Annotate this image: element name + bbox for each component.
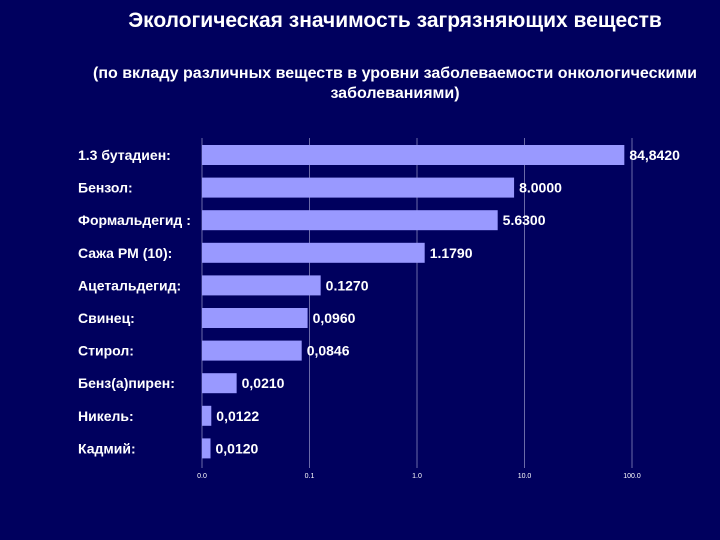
value-label: 0,0122 [216, 408, 259, 424]
x-tick-label: 1.0 [412, 473, 422, 480]
bar [202, 145, 625, 165]
category-label: Никель: [78, 408, 134, 424]
x-tick-label: 10.0 [518, 473, 532, 480]
x-axis-ticks: 0.0 0.1 1.0 10.0 100.0 [197, 473, 641, 480]
bar [202, 242, 425, 263]
value-label: 0,0960 [313, 310, 356, 326]
category-label: Бенз(а)пирен: [78, 375, 175, 391]
value-label: 1.1790 [430, 245, 473, 261]
bar [202, 308, 308, 328]
category-labels: 1.3 бутадиен: Бензол: Формальдегид : Сажа P… [78, 147, 191, 456]
category-label: Сажа PM (10): [78, 245, 172, 261]
value-label: 5.6300 [503, 212, 546, 228]
bar [202, 405, 212, 426]
chart-subtitle: (по вкладу различных веществ в уровни за… [93, 65, 697, 102]
x-tick-label: 0.1 [305, 473, 315, 480]
category-label: Кадмий: [78, 440, 136, 456]
value-label: 0,0846 [307, 343, 350, 359]
value-label: 8.0000 [519, 180, 562, 196]
bar [202, 373, 237, 394]
bar [202, 177, 515, 198]
value-label: 0.1270 [326, 277, 369, 293]
value-label: 0,0210 [242, 375, 285, 391]
category-label: Свинец: [78, 310, 135, 326]
bars [202, 145, 625, 459]
category-label: Бензол: [78, 180, 133, 196]
value-label: 0,0120 [216, 440, 259, 456]
category-label: Стирол: [78, 343, 134, 359]
x-tick-label: 0.0 [197, 473, 207, 480]
chart-title: Экологическая значимость загрязняющих ве… [128, 9, 662, 32]
bar [202, 438, 211, 459]
category-label: Формальдегид : [78, 212, 191, 228]
bar [202, 210, 498, 231]
category-label: 1.3 бутадиен: [78, 147, 171, 163]
value-labels: 84,8420 8.0000 5.6300 1.1790 0.1270 0,0960 0,0… [216, 147, 681, 456]
x-tick-label: 100.0 [623, 473, 641, 480]
category-label: Ацетальдегид: [78, 277, 181, 293]
bar [202, 275, 321, 296]
value-label: 84,8420 [629, 147, 680, 163]
bar [202, 340, 302, 361]
